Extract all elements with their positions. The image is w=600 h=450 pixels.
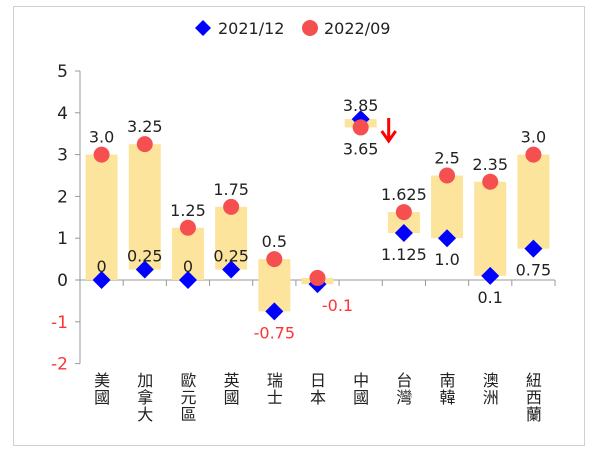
diamond-point bbox=[394, 223, 413, 242]
circle-point bbox=[439, 167, 456, 184]
category-label: 日本 bbox=[307, 372, 326, 406]
circle-point bbox=[93, 146, 110, 163]
circle-point bbox=[309, 269, 326, 286]
diamond-point bbox=[222, 260, 241, 279]
diamond-point bbox=[351, 110, 370, 129]
data-label-2022: 3.65 bbox=[343, 139, 379, 158]
category-label: 南韓 bbox=[437, 372, 456, 406]
category-label: 英國 bbox=[221, 372, 240, 406]
range-bar bbox=[128, 144, 161, 270]
data-label-2021: -0.1 bbox=[322, 296, 353, 315]
circle-point bbox=[352, 119, 369, 136]
category-label: 加拿大 bbox=[134, 372, 153, 423]
y-tick-label: -2 bbox=[51, 355, 68, 375]
data-label-2021: 0.25 bbox=[127, 247, 163, 266]
circle-point bbox=[395, 204, 412, 221]
diamond-point bbox=[92, 271, 111, 289]
range-bar bbox=[431, 175, 464, 239]
data-label-2022: 2.35 bbox=[472, 155, 508, 174]
data-label-2022: 0.5 bbox=[262, 232, 287, 251]
data-label-2021: 1.0 bbox=[434, 250, 459, 269]
data-label-2022: 3.0 bbox=[521, 128, 546, 147]
legend: 2021/12 2022/09 bbox=[195, 19, 390, 38]
data-label-2021: 0.25 bbox=[213, 247, 249, 266]
category-label: 紐西蘭 bbox=[523, 372, 542, 423]
category-label: 瑞士 bbox=[264, 372, 283, 406]
data-label-2022: 1.25 bbox=[170, 201, 206, 220]
data-label-2021: 0 bbox=[96, 257, 106, 276]
data-label-2021: 1.125 bbox=[381, 245, 427, 264]
chart-frame bbox=[13, 6, 585, 446]
legend-label-2022: 2022/09 bbox=[324, 19, 390, 38]
data-label-2021: 0.1 bbox=[478, 288, 503, 307]
y-tick-label: 5 bbox=[57, 62, 68, 82]
range-bar bbox=[85, 154, 118, 280]
y-tick-label: 1 bbox=[57, 229, 68, 249]
circle-point bbox=[525, 146, 542, 163]
data-label-2021: -0.75 bbox=[254, 323, 295, 342]
category-label: 台灣 bbox=[393, 372, 412, 406]
legend-diamond-icon bbox=[195, 20, 211, 36]
data-label-2021: 3.85 bbox=[343, 96, 379, 115]
diamond-point bbox=[265, 302, 284, 321]
data-label-2022: 1.75 bbox=[213, 180, 249, 199]
legend-label-2021: 2021/12 bbox=[218, 19, 284, 38]
data-label-2022: 3.0 bbox=[89, 128, 114, 147]
circle-point bbox=[223, 198, 240, 215]
circle-point bbox=[482, 173, 499, 190]
diamond-point bbox=[135, 260, 154, 279]
data-label-2021: 0 bbox=[183, 257, 193, 276]
diamond-point bbox=[178, 271, 197, 289]
circle-point bbox=[136, 136, 153, 153]
y-tick-label: 0 bbox=[57, 271, 68, 291]
range-bar bbox=[517, 154, 550, 249]
y-tick-label: -1 bbox=[51, 313, 68, 333]
data-label-2021: 0.75 bbox=[516, 261, 552, 280]
data-label-2022: 1.625 bbox=[381, 185, 427, 204]
legend-circle-icon bbox=[302, 20, 318, 36]
range-bar bbox=[387, 212, 420, 233]
range-bar bbox=[474, 181, 507, 276]
category-label: 歐元區 bbox=[177, 372, 196, 423]
data-label-2022: 3.25 bbox=[127, 117, 163, 136]
circle-point bbox=[266, 251, 283, 268]
circle-point bbox=[179, 219, 196, 236]
y-tick-label: 2 bbox=[57, 187, 68, 207]
data-label-2022: 2.5 bbox=[434, 149, 459, 168]
category-label: 澳洲 bbox=[480, 372, 499, 406]
diamond-point bbox=[438, 229, 457, 248]
diamond-point bbox=[524, 239, 543, 258]
y-tick-label: 4 bbox=[57, 104, 68, 124]
y-tick-label: 3 bbox=[57, 146, 68, 166]
category-label: 美國 bbox=[91, 372, 110, 406]
down-arrow-icon bbox=[380, 118, 397, 144]
diamond-point bbox=[481, 266, 500, 285]
category-label: 中國 bbox=[350, 372, 369, 406]
range-bar bbox=[215, 206, 248, 270]
